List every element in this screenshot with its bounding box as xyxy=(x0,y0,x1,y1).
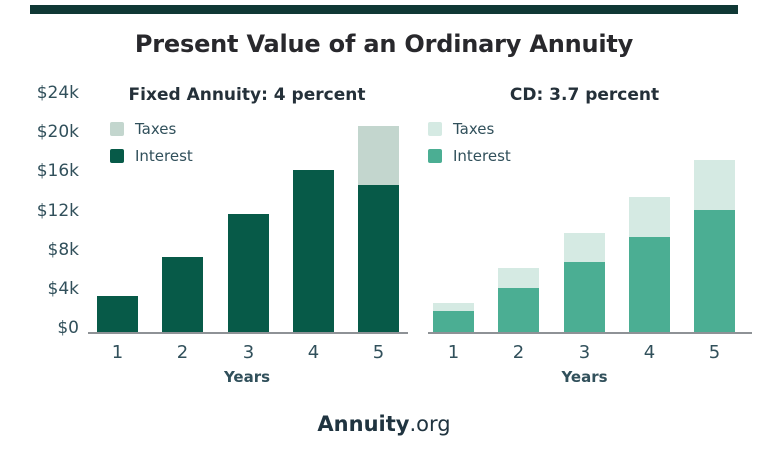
bar-segment-interest xyxy=(97,295,138,332)
bar-segment-interest xyxy=(629,236,670,332)
bar-year-3 xyxy=(564,96,605,332)
legend-swatch-interest xyxy=(110,149,124,163)
bar-year-5 xyxy=(694,96,735,332)
brand-footer: Annuity.org xyxy=(0,412,768,436)
x-axis-title: Years xyxy=(223,368,271,386)
bar-year-4 xyxy=(293,96,334,332)
y-tick: $0 xyxy=(57,318,79,338)
page-title: Present Value of an Ordinary Annuity xyxy=(134,30,634,58)
y-tick: $24k xyxy=(36,83,79,103)
bar-segment-interest xyxy=(694,210,735,332)
bar-segment-taxes xyxy=(564,232,605,263)
x-tick-label: 4 xyxy=(643,342,656,363)
chart-panel-fixed-annuity: Fixed Annuity: 4 percent Taxes Interest 1… xyxy=(88,0,408,463)
x-tick-label: 3 xyxy=(578,342,591,363)
brand-tld: .org xyxy=(409,412,451,436)
x-tick-label: 5 xyxy=(372,342,385,363)
bar-year-2 xyxy=(498,96,539,332)
x-axis-line xyxy=(88,332,408,334)
y-tick: $4k xyxy=(47,279,79,299)
y-tick: $8k xyxy=(47,240,79,260)
x-axis-line xyxy=(428,332,752,334)
bar-year-2 xyxy=(162,96,203,332)
top-accent-bar xyxy=(30,5,738,14)
x-tick-label: 4 xyxy=(307,342,320,363)
y-tick: $12k xyxy=(36,201,79,221)
plot-area xyxy=(88,96,406,332)
legend-item: Interest xyxy=(110,147,193,165)
chart-panel-cd: CD: 3.7 percent Taxes Interest 1 2 3 4 5 Year… xyxy=(428,0,752,463)
bar-segment-taxes xyxy=(694,160,735,211)
legend-label: Taxes xyxy=(453,120,495,138)
plot-area xyxy=(428,96,741,332)
bar-segment-interest xyxy=(293,169,334,332)
legend-label: Interest xyxy=(135,147,193,165)
legend-item: Taxes xyxy=(110,120,193,138)
x-tick-label: 5 xyxy=(708,342,721,363)
y-tick: $16k xyxy=(36,161,79,181)
x-tick-label: 2 xyxy=(512,342,525,363)
bar-year-4 xyxy=(629,96,670,332)
bar-segment-interest xyxy=(358,184,399,332)
bar-segment-interest xyxy=(228,214,269,332)
bar-year-3 xyxy=(228,96,269,332)
x-tick-label: 2 xyxy=(176,342,189,363)
x-tick-label: 1 xyxy=(111,342,124,363)
legend-swatch-interest xyxy=(428,149,442,163)
x-tick-label: 1 xyxy=(447,342,460,363)
bar-segment-taxes xyxy=(498,268,539,288)
x-tick-label: 3 xyxy=(242,342,255,363)
y-tick: $20k xyxy=(36,122,79,142)
x-axis-title: Years xyxy=(561,368,608,386)
bar-segment-interest xyxy=(433,311,474,332)
bar-segment-interest xyxy=(498,287,539,332)
bar-segment-taxes xyxy=(433,303,474,312)
legend: Taxes Interest xyxy=(428,120,511,176)
chart-subtitle: Fixed Annuity: 4 percent xyxy=(128,85,366,105)
y-axis: $24k $20k $16k $12k $8k $4k $0 xyxy=(0,0,79,463)
bar-segment-taxes xyxy=(358,125,399,185)
legend: Taxes Interest xyxy=(110,120,193,176)
legend-label: Taxes xyxy=(135,120,177,138)
legend-item: Taxes xyxy=(428,120,511,138)
bar-segment-interest xyxy=(564,262,605,332)
bar-segment-interest xyxy=(162,257,203,332)
legend-swatch-taxes xyxy=(428,122,442,136)
bar-segment-taxes xyxy=(629,197,670,237)
brand-name: Annuity xyxy=(317,412,410,436)
legend-swatch-taxes xyxy=(110,122,124,136)
bar-year-1 xyxy=(97,96,138,332)
legend-label: Interest xyxy=(453,147,511,165)
bar-year-1 xyxy=(433,96,474,332)
chart-subtitle: CD: 3.7 percent xyxy=(509,85,660,105)
legend-item: Interest xyxy=(428,147,511,165)
bar-year-5 xyxy=(358,96,399,332)
